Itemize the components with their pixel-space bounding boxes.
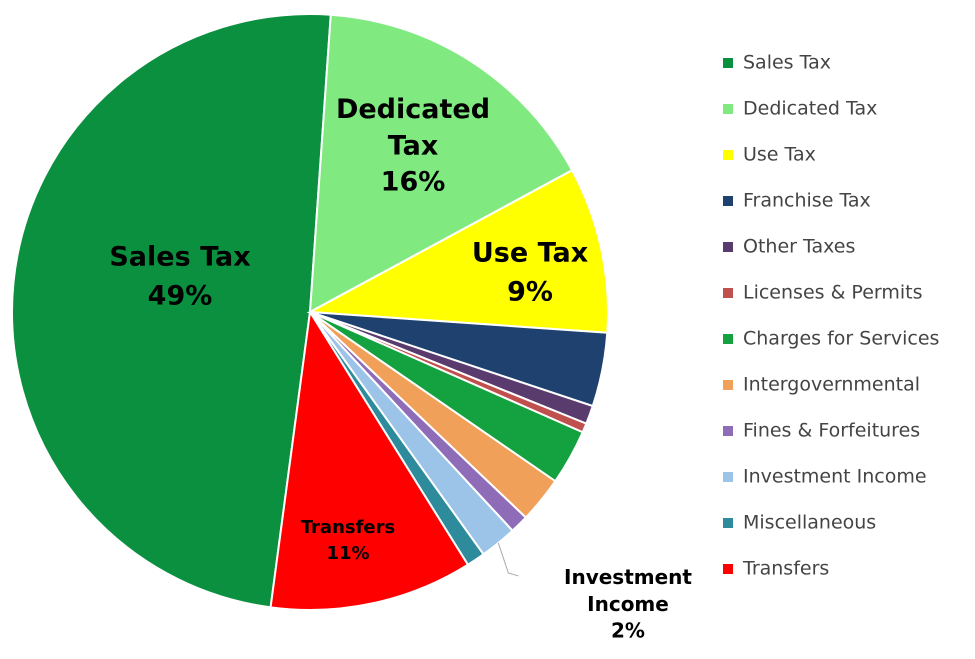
- legend-label: Use Tax: [743, 144, 816, 166]
- legend-swatch: [723, 334, 733, 344]
- slice-value-label: 16%: [381, 166, 446, 197]
- slice-label-part: Investment: [564, 565, 692, 589]
- legend-label: Charges for Services: [743, 328, 939, 350]
- slice-label-part: Tax: [388, 130, 439, 161]
- legend-swatch: [723, 380, 733, 390]
- legend-swatch: [723, 472, 733, 482]
- legend-swatch: [723, 150, 733, 160]
- slice-label: Investment Income: [564, 565, 692, 616]
- legend-swatch: [723, 196, 733, 206]
- legend-label: Franchise Tax: [743, 190, 871, 212]
- pie-slice: [11, 13, 332, 609]
- legend-label: Other Taxes: [743, 236, 855, 258]
- leader-line: [497, 542, 519, 577]
- legend-swatch: [723, 518, 733, 528]
- legend-swatch: [723, 104, 733, 114]
- slice-label-part: Dedicated: [336, 94, 490, 125]
- legend-swatch: [723, 242, 733, 252]
- slice-label: Transfers: [301, 517, 395, 538]
- legend-label: Intergovernmental: [743, 374, 920, 396]
- slice-label: Use Tax: [472, 238, 588, 269]
- legend-label: Transfers: [742, 558, 829, 580]
- pie-slice: [269, 309, 470, 611]
- slice-value-label: 2%: [611, 619, 645, 643]
- legend-swatch: [723, 426, 733, 436]
- legend-label: Dedicated Tax: [743, 98, 877, 120]
- slice-value-label: 11%: [326, 543, 369, 564]
- slice-value-label: 49%: [148, 281, 213, 312]
- legend-label: Licenses & Permits: [743, 282, 923, 304]
- legend-swatch: [723, 288, 733, 298]
- pie-slice: [306, 168, 609, 334]
- legend-label: Sales Tax: [743, 52, 831, 74]
- legend-label: Miscellaneous: [743, 512, 876, 534]
- slice-label-part: Income: [587, 592, 669, 616]
- pie-slice: [308, 13, 574, 314]
- slice-label: Dedicated Tax: [336, 94, 490, 161]
- legend-label: Investment Income: [743, 466, 927, 488]
- legend-label: Fines & Forfeitures: [743, 420, 920, 442]
- slice-label: Sales Tax: [109, 242, 250, 273]
- slice-value-label: 9%: [507, 277, 553, 308]
- legend-swatch: [723, 58, 733, 68]
- legend-swatch: [723, 564, 733, 574]
